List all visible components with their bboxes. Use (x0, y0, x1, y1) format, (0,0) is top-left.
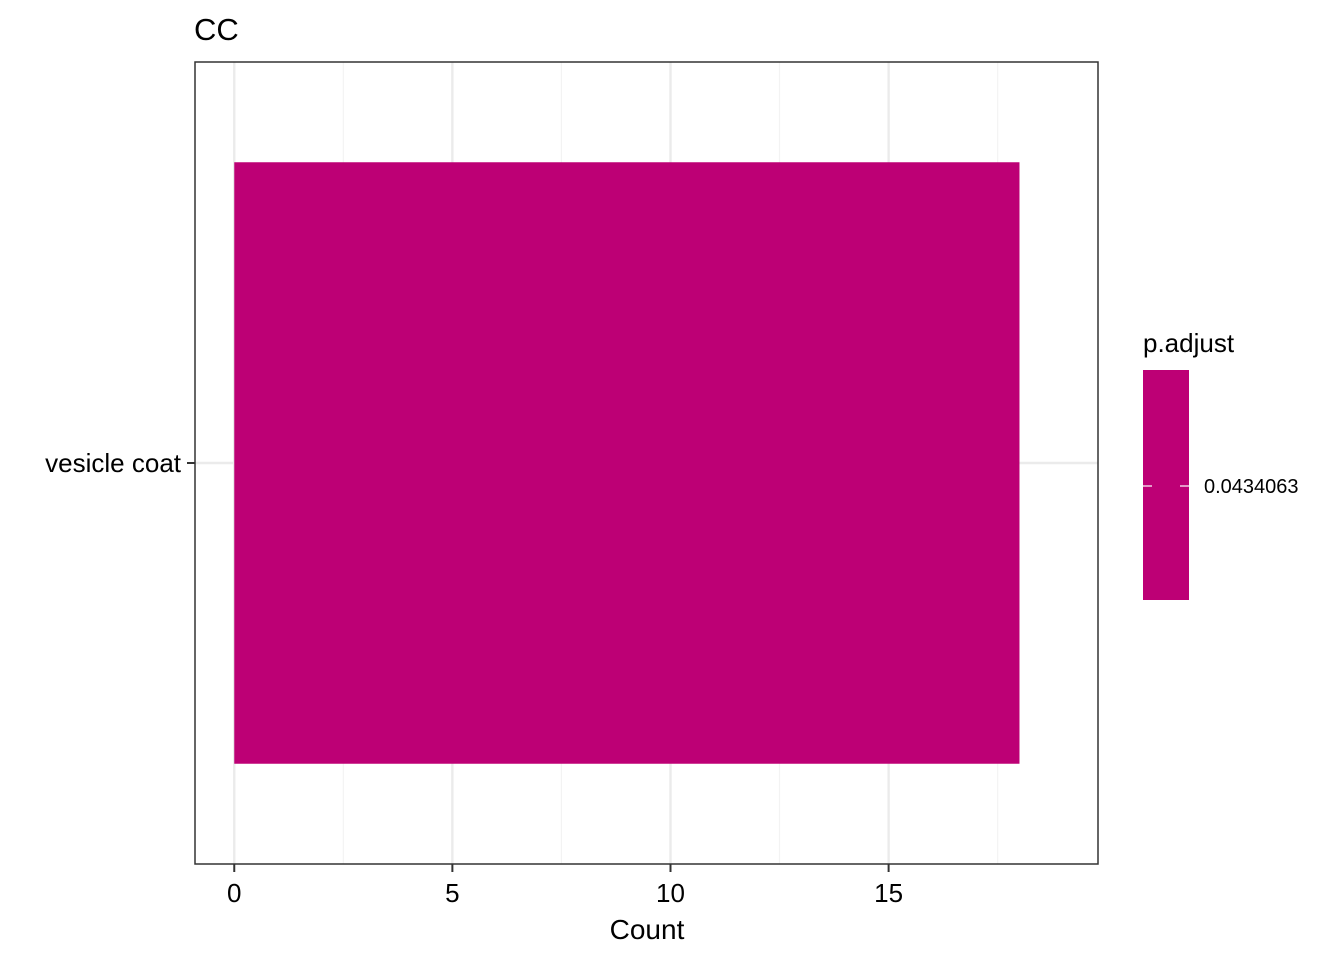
legend-title: p.adjust (1143, 328, 1235, 358)
x-tick-label: 0 (227, 878, 241, 908)
legend-label: 0.0434063 (1204, 476, 1299, 498)
y-tick-label: vesicle coat (45, 448, 182, 478)
chart-title: CC (194, 12, 239, 47)
bars (234, 162, 1020, 764)
bar (234, 162, 1020, 764)
legend: 0.0434063 (1143, 370, 1299, 600)
x-tick-label: 5 (445, 878, 459, 908)
legend-colorbar (1143, 370, 1189, 600)
x-tick-label: 10 (656, 878, 685, 908)
x-axis-title: Count (610, 914, 685, 945)
y-axis: vesicle coat (45, 448, 195, 478)
x-axis: 0 5 10 15 (227, 864, 903, 908)
x-tick-label: 15 (874, 878, 903, 908)
